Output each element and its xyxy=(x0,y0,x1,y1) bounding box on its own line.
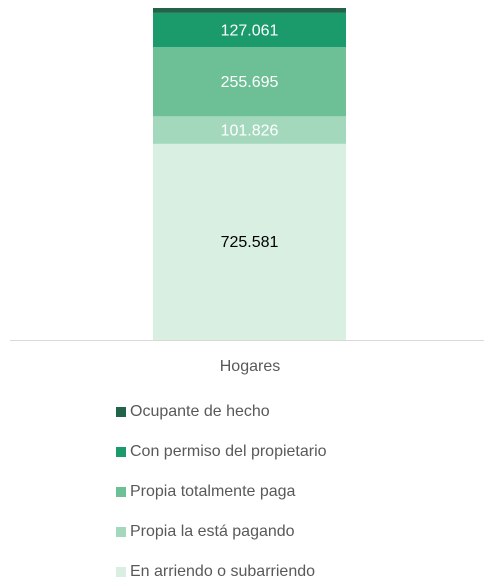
legend-swatch xyxy=(116,447,126,457)
legend-label: En arriendo o subarriendo xyxy=(130,563,315,580)
data-label: 255.695 xyxy=(221,74,279,91)
legend-swatch xyxy=(116,527,126,537)
data-label: 127.061 xyxy=(221,22,279,39)
data-label: 725.581 xyxy=(221,234,279,251)
legend-label: Propia totalmente paga xyxy=(130,483,296,500)
bar-segment xyxy=(153,12,346,48)
bar-segment xyxy=(153,116,346,144)
legend-label: Propia la está pagando xyxy=(130,523,295,540)
legend-swatch xyxy=(116,567,126,577)
legend-swatch xyxy=(116,407,126,417)
legend-label: Con permiso del propietario xyxy=(130,443,327,460)
bar-segment xyxy=(153,143,346,340)
bar-segment xyxy=(153,47,346,117)
bar-segment xyxy=(153,8,346,13)
x-tick-label: Hogares xyxy=(220,358,280,375)
data-label: 101.826 xyxy=(221,122,279,139)
legend-label: Ocupante de hecho xyxy=(130,403,270,420)
legend-swatch xyxy=(116,487,126,497)
